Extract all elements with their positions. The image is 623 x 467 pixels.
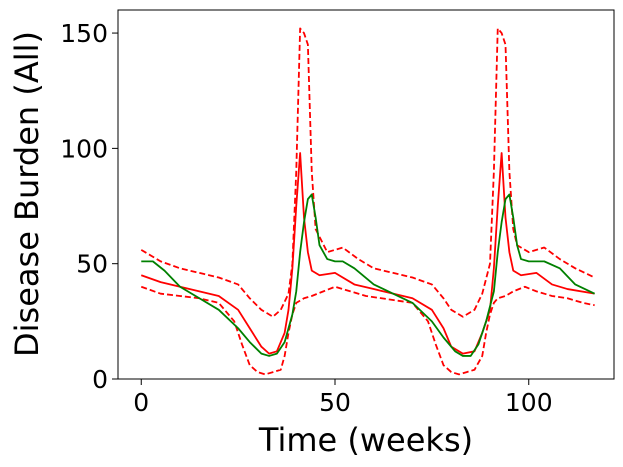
series-layer [140,27,596,376]
series-line-mean [140,152,595,355]
x-tick-label: 100 [505,388,553,417]
series-line-observed [141,193,596,357]
x-axis-label: Time (weeks) [258,421,473,459]
x-tick-label: 50 [319,388,351,417]
y-tick-label: 100 [60,134,108,163]
x-tick-label: 0 [133,388,149,417]
y-tick-label: 50 [76,250,108,279]
ticks-layer: 0 50 100 0 50 100 150 [60,19,552,417]
y-tick-label: 150 [60,19,108,48]
y-tick-label: 0 [92,365,108,394]
series-line-lower-bound [140,285,595,376]
series-line-upper-bound [140,27,596,318]
y-axis-label: Disease Burden (All) [8,31,46,357]
plot-area [117,9,615,380]
